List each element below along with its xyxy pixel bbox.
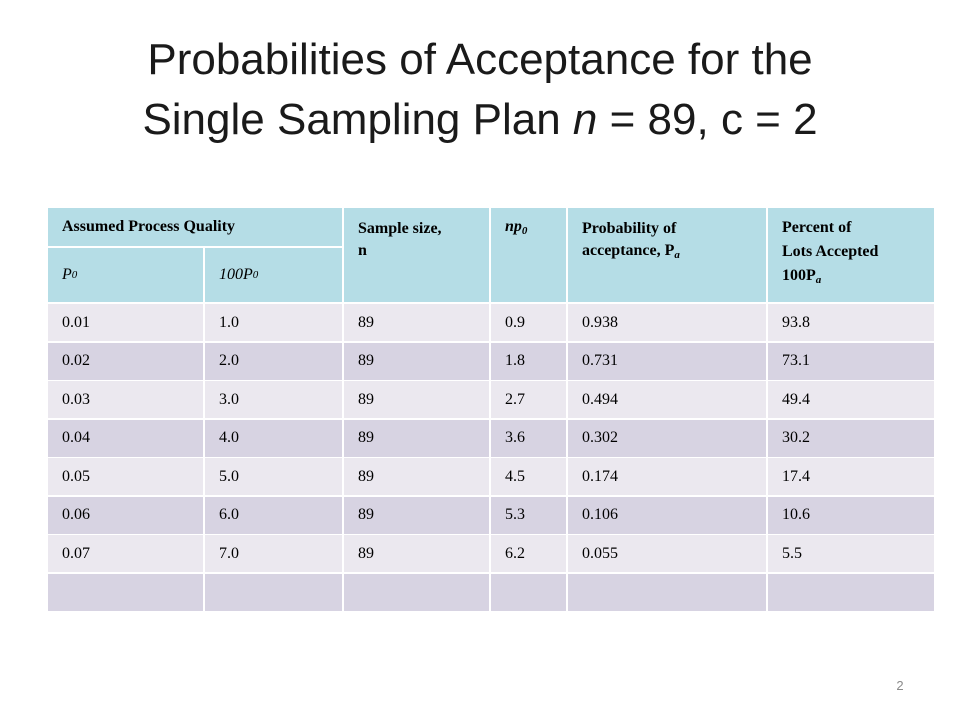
cell-percent-accepted: 17.4 xyxy=(768,458,936,497)
cell-np0: 0.9 xyxy=(491,304,568,343)
header-percent-accepted: Percent of Lots Accepted 100Pa xyxy=(768,208,936,304)
title-line-2-rest: = 89, c = 2 xyxy=(597,95,818,144)
header-np0-sub: 0 xyxy=(521,225,528,237)
cell-percent-accepted: 5.5 xyxy=(768,535,936,574)
cell-probability: 0.731 xyxy=(568,342,768,382)
title-line-1: Probabilities of Acceptance for the xyxy=(147,35,813,84)
header-sample-size: Sample size, n xyxy=(344,208,491,304)
header-probability-sub: a xyxy=(674,249,680,261)
title-n-variable: n xyxy=(572,95,598,144)
cell-sample-size: 89 xyxy=(344,496,491,536)
header-probability-line1: Probability of xyxy=(582,220,677,237)
cell-sample-size: 89 xyxy=(344,381,491,420)
header-percent-line3: 100Pa xyxy=(782,264,934,292)
header-percent-line1: Percent of xyxy=(782,219,852,236)
cell-np0: 1.8 xyxy=(491,342,568,382)
header-probability-line2: acceptance, Pa xyxy=(582,240,766,266)
cell-np0: 6.2 xyxy=(491,535,568,574)
cell-p0: 0.06 xyxy=(48,496,205,536)
cell-100p0: 3.0 xyxy=(205,381,344,420)
cell-probability: 0.174 xyxy=(568,458,768,497)
header-100p0-main: 100P xyxy=(219,266,253,283)
cell-probability xyxy=(568,573,768,613)
cell-sample-size: 89 xyxy=(344,458,491,497)
cell-p0: 0.01 xyxy=(48,304,205,343)
cell-p0: 0.04 xyxy=(48,419,205,459)
cell-percent-accepted: 49.4 xyxy=(768,381,936,420)
header-assumed-process-quality: Assumed Process Quality xyxy=(48,208,344,248)
header-100p0-sub: 0 xyxy=(252,269,259,281)
cell-probability: 0.302 xyxy=(568,419,768,459)
cell-p0: 0.03 xyxy=(48,381,205,420)
header-probability-text: acceptance, P xyxy=(582,242,675,259)
header-percent-line2: Lots Accepted xyxy=(782,243,879,260)
header-sample-size-n: n xyxy=(358,242,367,259)
cell-100p0: 5.0 xyxy=(205,458,344,497)
header-p0-main: P xyxy=(62,266,72,283)
cell-100p0: 7.0 xyxy=(205,535,344,574)
cell-100p0: 1.0 xyxy=(205,304,344,343)
cell-p0: 0.05 xyxy=(48,458,205,497)
cell-probability: 0.938 xyxy=(568,304,768,343)
cell-100p0: 4.0 xyxy=(205,419,344,459)
cell-sample-size: 89 xyxy=(344,419,491,459)
cell-sample-size: 89 xyxy=(344,304,491,343)
cell-percent-accepted: 73.1 xyxy=(768,342,936,382)
cell-percent-accepted: 93.8 xyxy=(768,304,936,343)
header-sample-size-label: Sample size, xyxy=(358,220,442,237)
cell-sample-size: 89 xyxy=(344,535,491,574)
header-assumed-label: Assumed Process Quality xyxy=(62,218,236,235)
page-number: 2 xyxy=(896,678,904,693)
cell-100p0: 2.0 xyxy=(205,342,344,382)
cell-np0: 3.6 xyxy=(491,419,568,459)
cell-np0: 5.3 xyxy=(491,496,568,536)
cell-np0 xyxy=(491,573,568,613)
header-100p0: 100P 0 xyxy=(205,248,344,304)
title-line-2-text: Single Sampling Plan xyxy=(142,95,573,144)
cell-100p0: 6.0 xyxy=(205,496,344,536)
cell-100p0 xyxy=(205,573,344,613)
cell-probability: 0.106 xyxy=(568,496,768,536)
cell-percent-accepted: 10.6 xyxy=(768,496,936,536)
cell-np0: 2.7 xyxy=(491,381,568,420)
header-percent-sub: a xyxy=(815,274,822,286)
header-percent-text: 100P xyxy=(782,267,816,284)
header-np0-main: np xyxy=(505,218,522,235)
header-p0-sub: 0 xyxy=(71,269,78,281)
header-probability: Probability of acceptance, Pa xyxy=(568,208,768,304)
cell-sample-size: 89 xyxy=(344,342,491,382)
cell-probability: 0.494 xyxy=(568,381,768,420)
cell-probability: 0.055 xyxy=(568,535,768,574)
slide-title: Probabilities of Acceptance for the Sing… xyxy=(40,30,920,150)
cell-percent-accepted xyxy=(768,573,936,613)
cell-np0: 4.5 xyxy=(491,458,568,497)
cell-percent-accepted: 30.2 xyxy=(768,419,936,459)
cell-p0: 0.02 xyxy=(48,342,205,382)
cell-p0: 0.07 xyxy=(48,535,205,574)
cell-p0 xyxy=(48,573,205,613)
cell-sample-size xyxy=(344,573,491,613)
header-np0: np0 xyxy=(491,208,568,304)
title-line-2: Single Sampling Plan n = 89, c = 2 xyxy=(40,90,920,150)
